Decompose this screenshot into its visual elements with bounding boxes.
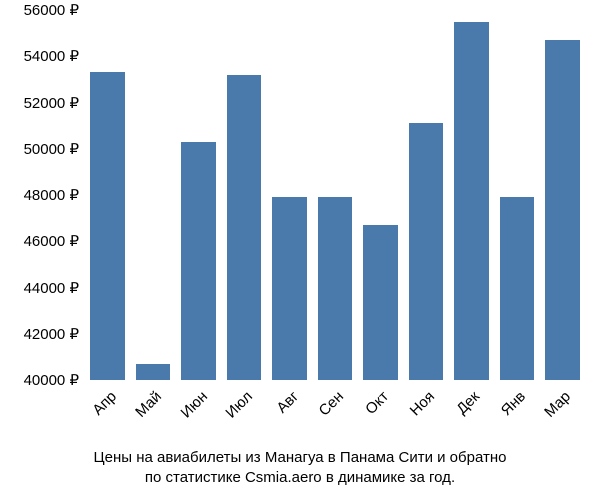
caption-line-2: по статистике Csmia.aero в динамике за г…: [145, 469, 455, 486]
y-tick-label: 56000 ₽: [24, 1, 79, 19]
bar-slot: [221, 10, 266, 380]
x-slot: Янв: [494, 382, 539, 442]
bars-container: [85, 10, 585, 380]
x-slot: Июл: [221, 382, 266, 442]
bar: [454, 22, 489, 380]
bar-slot: [176, 10, 221, 380]
x-tick-label: Авг: [273, 388, 302, 417]
x-tick-label: Июл: [223, 388, 257, 422]
y-tick-label: 54000 ₽: [24, 47, 79, 65]
x-tick-label: Сен: [316, 388, 347, 419]
bar: [227, 75, 262, 380]
x-axis: Апр Май Июн Июл Авг Сен Окт Ноя Дек Янв Мар: [85, 382, 585, 442]
chart-caption: Цены на авиабилеты из Манагуа в Панама С…: [0, 448, 600, 489]
bar-slot: [85, 10, 130, 380]
bar: [545, 40, 580, 380]
x-tick-label: Май: [132, 388, 165, 421]
x-tick-label: Дек: [454, 388, 484, 418]
y-axis: 40000 ₽42000 ₽44000 ₽46000 ₽48000 ₽50000…: [0, 10, 85, 380]
x-tick-label: Окт: [363, 388, 393, 418]
bar: [90, 72, 125, 380]
y-tick-label: 42000 ₽: [24, 325, 79, 343]
x-tick-label: Июн: [177, 388, 210, 421]
y-tick-label: 46000 ₽: [24, 232, 79, 250]
x-slot: Апр: [85, 382, 130, 442]
y-tick-label: 52000 ₽: [24, 94, 79, 112]
bar-slot: [267, 10, 312, 380]
x-tick-label: Мар: [541, 388, 574, 421]
x-slot: Дек: [449, 382, 494, 442]
x-tick-label: Янв: [498, 388, 529, 419]
x-slot: Сен: [312, 382, 357, 442]
bar: [272, 197, 307, 380]
x-tick-label: Апр: [89, 388, 120, 419]
bar: [500, 197, 535, 380]
x-slot: Июн: [176, 382, 221, 442]
y-tick-label: 50000 ₽: [24, 140, 79, 158]
bar: [318, 197, 353, 380]
bar-slot: [403, 10, 448, 380]
bar-slot: [494, 10, 539, 380]
bar: [363, 225, 398, 380]
y-tick-label: 48000 ₽: [24, 186, 79, 204]
bar-slot: [358, 10, 403, 380]
plot-area: [85, 10, 585, 380]
x-slot: Мар: [540, 382, 585, 442]
bar-slot: [540, 10, 585, 380]
bar: [136, 364, 171, 380]
bar: [409, 123, 444, 380]
caption-line-1: Цены на авиабилеты из Манагуа в Панама С…: [94, 449, 507, 466]
bar-slot: [449, 10, 494, 380]
x-slot: Май: [130, 382, 175, 442]
x-tick-label: Ноя: [407, 388, 438, 419]
y-tick-label: 44000 ₽: [24, 279, 79, 297]
bar-slot: [130, 10, 175, 380]
x-slot: Авг: [267, 382, 312, 442]
bar: [181, 142, 216, 380]
price-chart: 40000 ₽ 42000 ₽ 44000 ₽ 46000 ₽ 48000 ₽ 50000…: [0, 0, 600, 500]
x-slot: Окт: [358, 382, 403, 442]
bar-slot: [312, 10, 357, 380]
y-tick-label: 40000 ₽: [24, 371, 79, 389]
x-slot: Ноя: [403, 382, 448, 442]
